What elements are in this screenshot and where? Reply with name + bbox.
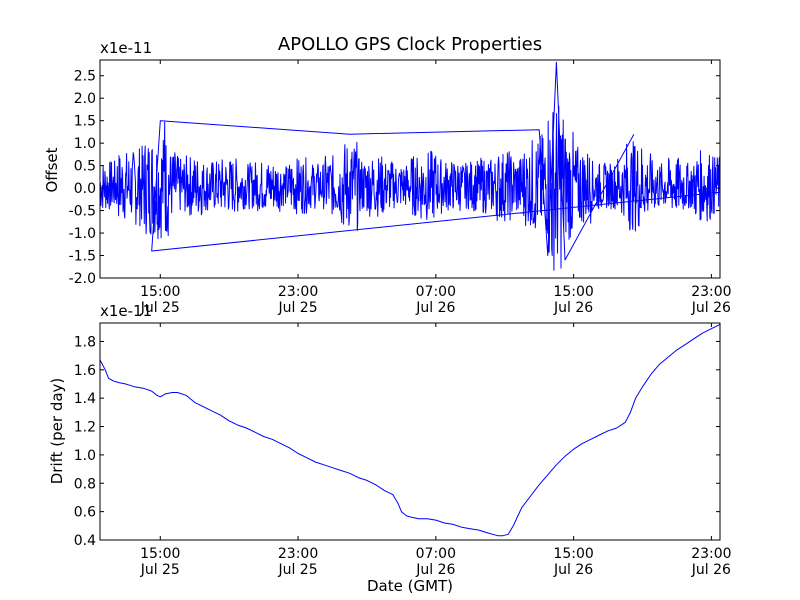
drift-x-tick-date: Jul 25 bbox=[140, 562, 180, 578]
drift-multiplier-label: x1e-11 bbox=[100, 302, 152, 320]
drift-x-tick-date: Jul 26 bbox=[553, 562, 593, 578]
offset-y-tick-label: 0.5 bbox=[74, 159, 96, 175]
offset-y-axis-label: Offset bbox=[43, 147, 61, 192]
offset-x-tick-time: 23:00 bbox=[691, 284, 731, 300]
offset-x-tick-time: 15:00 bbox=[553, 284, 593, 300]
offset-y-tick-label: -1.0 bbox=[69, 226, 96, 242]
drift-series-line bbox=[99, 323, 721, 537]
offset-y-tick-label: -2.0 bbox=[69, 271, 96, 287]
drift-x-tick-time: 07:00 bbox=[416, 546, 456, 562]
drift-y-axis-label: Drift (per day) bbox=[48, 378, 66, 485]
drift-x-tick-time: 23:00 bbox=[278, 546, 318, 562]
drift-panel: x1e-11 Drift (per day) Date (GMT) 0.4 0.6… bbox=[48, 302, 732, 595]
chart-title: APOLLO GPS Clock Properties bbox=[278, 34, 542, 55]
drift-y-tick-label: 0.8 bbox=[74, 476, 96, 492]
offset-y-tick-label: -1.5 bbox=[69, 249, 96, 265]
offset-y-tick-label: -0.5 bbox=[69, 204, 96, 220]
offset-y-tick-label: 0.0 bbox=[74, 181, 96, 197]
drift-x-tick-time: 15:00 bbox=[140, 546, 180, 562]
drift-y-tick-label: 1.8 bbox=[74, 334, 96, 350]
offset-multiplier-label: x1e-11 bbox=[100, 39, 152, 57]
offset-panel: x1e-11 Offset -2.0 -1.5 -1.0 -0.5 0.0 0.5 1.0 1… bbox=[43, 39, 732, 316]
offset-x-tick-time: 07:00 bbox=[416, 284, 456, 300]
offset-y-tick-label: 2.0 bbox=[74, 91, 96, 107]
offset-series-line bbox=[99, 61, 721, 271]
drift-plot-frame bbox=[99, 322, 721, 541]
offset-x-tick-date: Jul 25 bbox=[277, 300, 317, 316]
drift-y-tick-label: 1.4 bbox=[74, 391, 96, 407]
offset-plot-frame bbox=[99, 59, 721, 279]
drift-x-tick-date: Jul 26 bbox=[691, 562, 731, 578]
drift-x-tick-date: Jul 26 bbox=[415, 562, 455, 578]
offset-y-tick-label: 1.0 bbox=[74, 136, 96, 152]
drift-y-tick-label: 0.6 bbox=[74, 505, 96, 521]
offset-y-tick-label: 1.5 bbox=[74, 114, 96, 130]
offset-x-tick-time: 23:00 bbox=[278, 284, 318, 300]
offset-x-tick-date: Jul 26 bbox=[691, 300, 731, 316]
offset-x-tick-date: Jul 26 bbox=[415, 300, 455, 316]
offset-y-tick-label: 2.5 bbox=[74, 69, 96, 85]
offset-x-tick-time: 15:00 bbox=[140, 284, 180, 300]
drift-y-tick-label: 1.2 bbox=[74, 420, 96, 436]
offset-x-tick-date: Jul 26 bbox=[553, 300, 593, 316]
drift-x-tick-time: 15:00 bbox=[553, 546, 593, 562]
offset-x-tick-date: Jul 25 bbox=[140, 300, 180, 316]
drift-x-axis-label: Date (GMT) bbox=[367, 577, 453, 595]
drift-x-tick-time: 23:00 bbox=[691, 546, 731, 562]
drift-y-tick-label: 1.0 bbox=[74, 448, 96, 464]
drift-y-tick-label: 1.6 bbox=[74, 363, 96, 379]
drift-y-tick-label: 0.4 bbox=[74, 533, 96, 549]
drift-x-tick-date: Jul 25 bbox=[277, 562, 317, 578]
